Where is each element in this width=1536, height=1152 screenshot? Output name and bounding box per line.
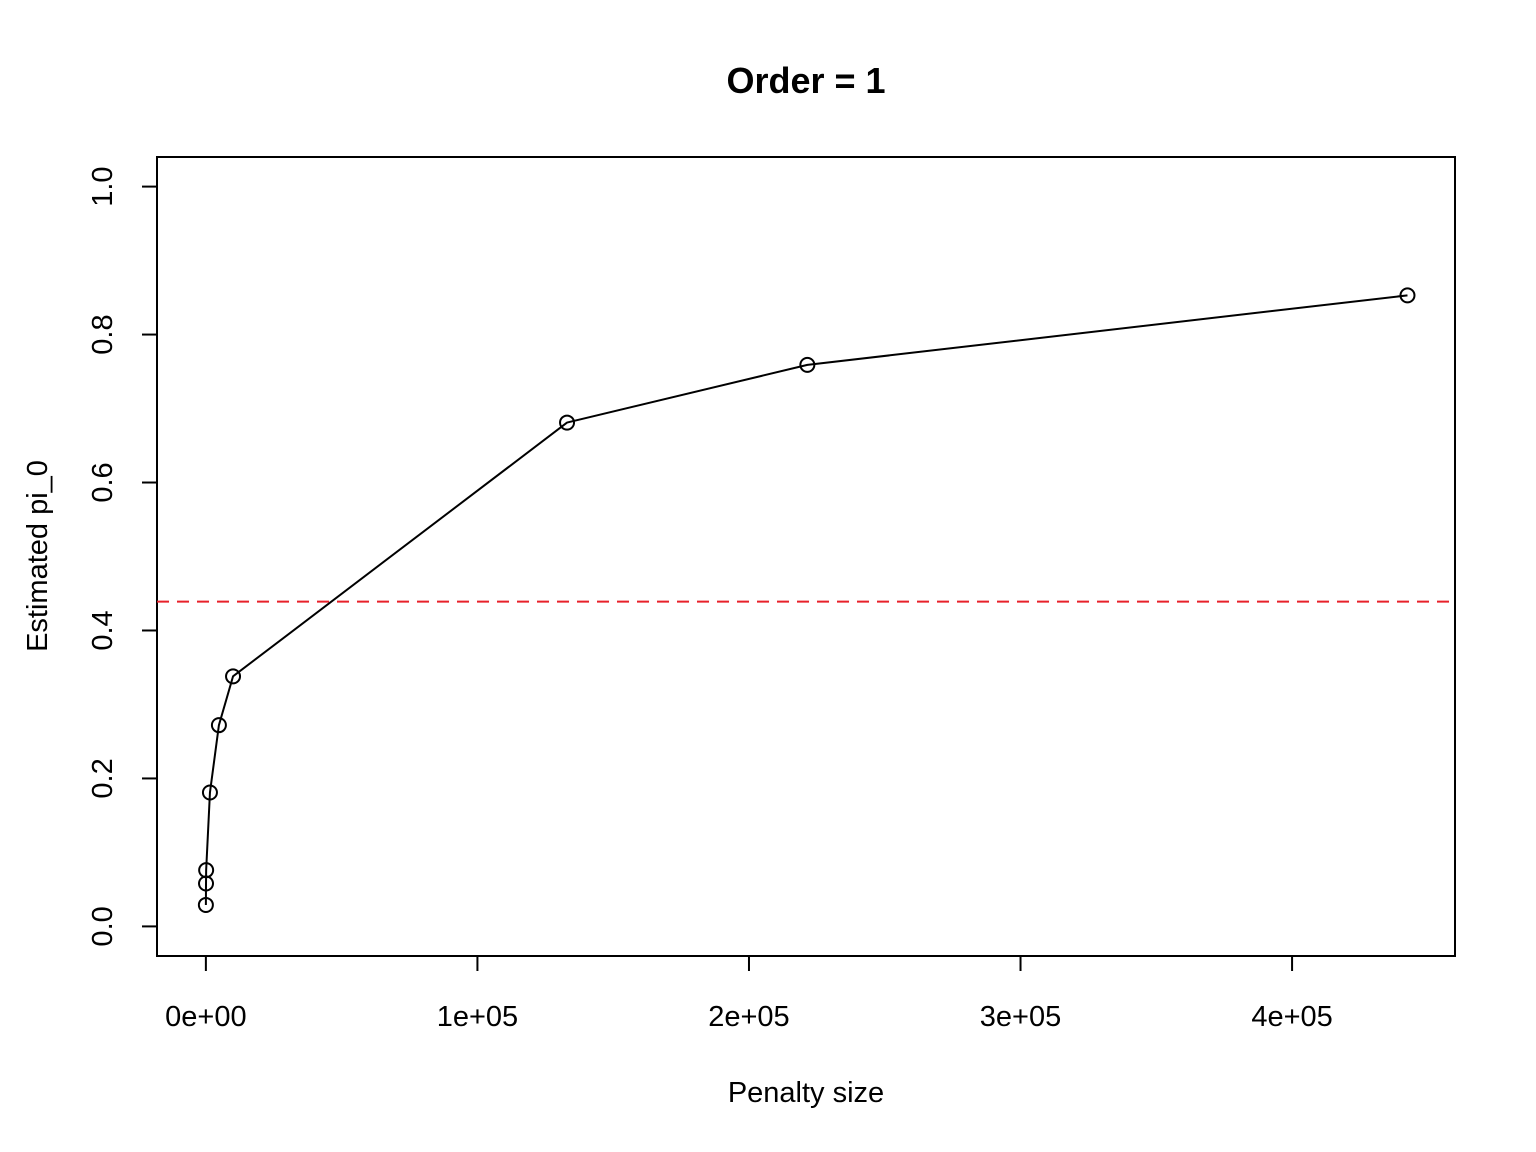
x-tick-label: 0e+00 (165, 1001, 246, 1033)
y-axis-title: Estimated pi_0 (22, 460, 54, 652)
y-tick-label: 0.2 (87, 758, 119, 798)
x-axis: 0e+00 1e+05 2e+05 3e+05 4e+05 (165, 955, 1333, 1033)
y-tick-label: 0.4 (87, 610, 119, 650)
x-tick-label: 4e+05 (1251, 1001, 1332, 1033)
data-point (799, 356, 816, 373)
data-point (559, 414, 576, 431)
x-tick-label: 3e+05 (980, 1001, 1061, 1033)
x-axis-title: Penalty size (728, 1077, 884, 1109)
data-point (1399, 287, 1416, 304)
data-point (197, 896, 214, 913)
y-tick-label: 0.6 (87, 462, 119, 502)
x-tick-label: 2e+05 (708, 1001, 789, 1033)
plot-frame (156, 156, 1456, 957)
data-point (198, 862, 215, 879)
series-group (197, 287, 1416, 913)
y-axis: 0.0 0.2 0.4 0.6 0.8 1.0 (87, 166, 158, 947)
data-point (201, 784, 218, 801)
x-tick-label: 1e+05 (437, 1001, 518, 1033)
series-line (204, 294, 1408, 905)
chart-title: Order = 1 (726, 60, 885, 101)
y-tick-label: 0.0 (87, 906, 119, 946)
y-tick-label: 1.0 (87, 166, 119, 206)
data-point (225, 668, 242, 685)
data-point (210, 717, 227, 734)
y-tick-label: 0.8 (87, 314, 119, 354)
